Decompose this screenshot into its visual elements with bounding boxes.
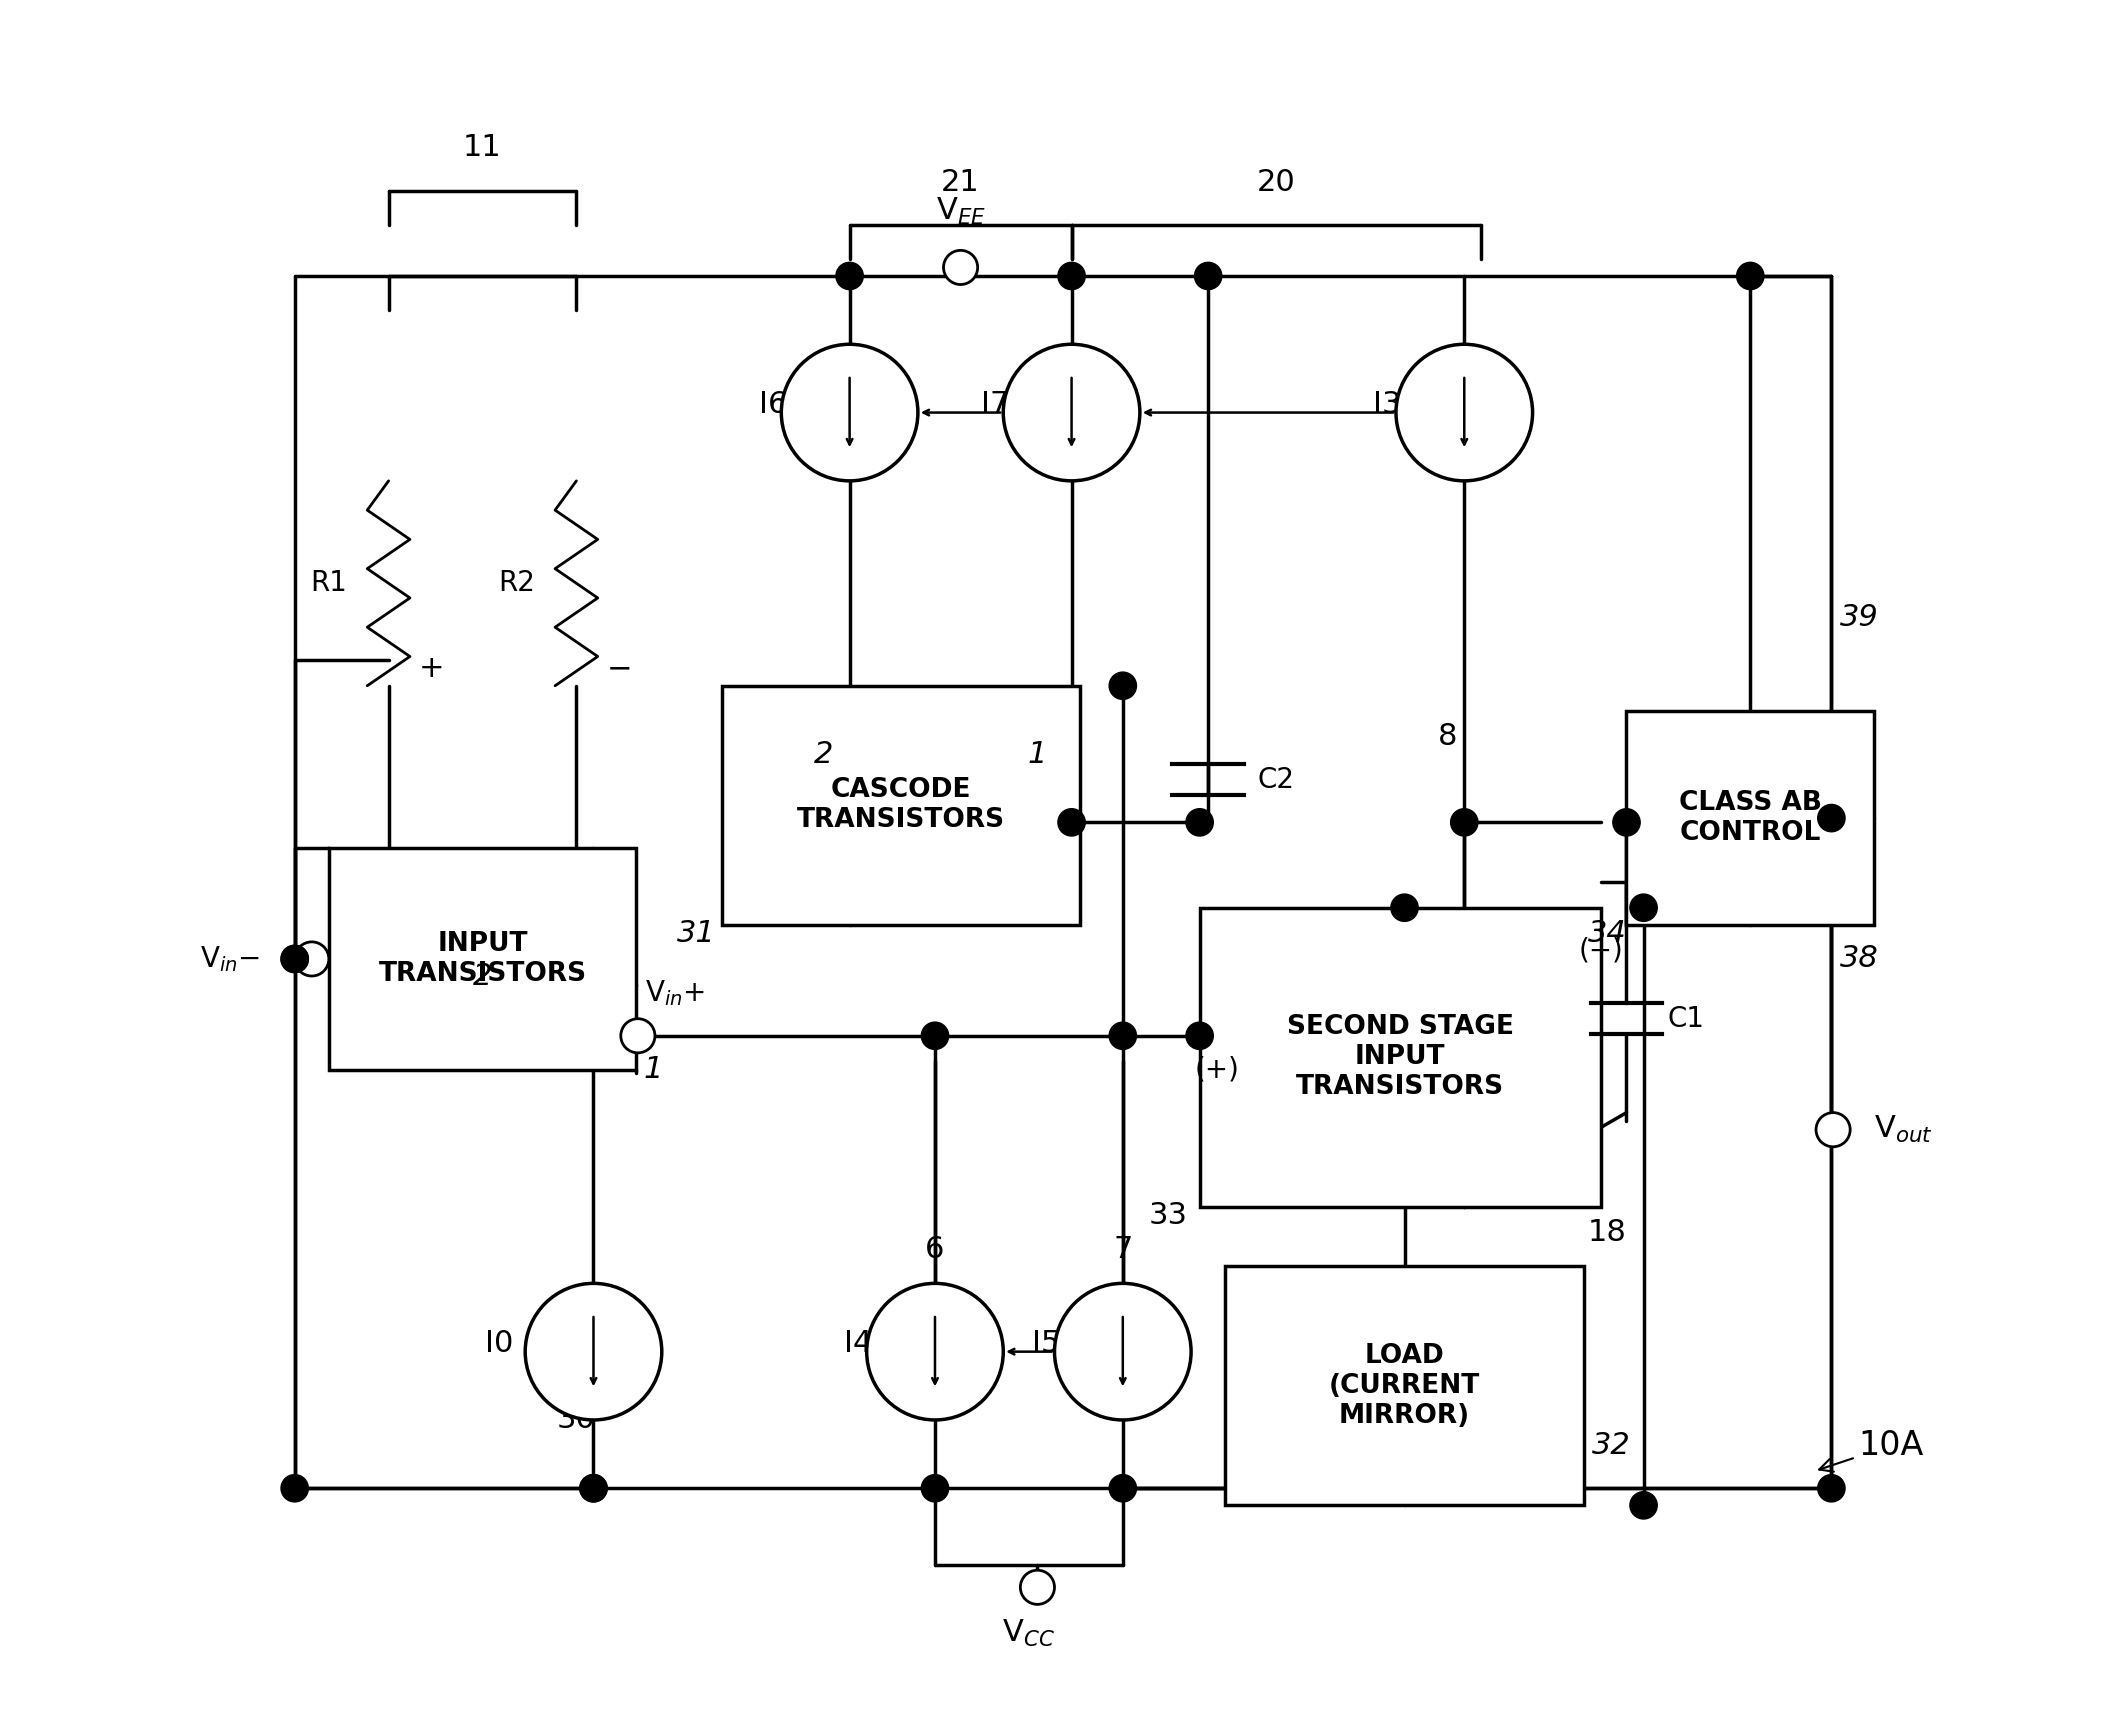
Text: 11: 11	[464, 134, 502, 163]
Circle shape	[1059, 262, 1086, 289]
Circle shape	[867, 1283, 1004, 1420]
Text: 39: 39	[1839, 603, 1879, 632]
Circle shape	[1194, 262, 1221, 289]
Text: I6: I6	[759, 389, 787, 418]
Circle shape	[1185, 1023, 1213, 1050]
Text: 30: 30	[557, 1405, 597, 1434]
Text: V$_{in}$−: V$_{in}$−	[200, 944, 262, 975]
Text: 38: 38	[1839, 944, 1879, 973]
Circle shape	[1736, 262, 1763, 289]
Text: 7: 7	[1114, 1235, 1133, 1264]
Text: −: −	[607, 654, 633, 683]
Circle shape	[1185, 809, 1213, 836]
Text: R1: R1	[310, 569, 348, 598]
Text: LOAD
(CURRENT
MIRROR): LOAD (CURRENT MIRROR)	[1329, 1343, 1481, 1429]
Text: +: +	[418, 654, 445, 683]
Text: V$_{in}$+: V$_{in}$+	[645, 978, 704, 1007]
Circle shape	[922, 1023, 949, 1050]
Circle shape	[280, 946, 308, 973]
Circle shape	[943, 250, 979, 284]
Text: C2: C2	[1257, 766, 1295, 793]
Circle shape	[1816, 1113, 1850, 1146]
Text: I3: I3	[1373, 389, 1402, 418]
Circle shape	[922, 1475, 949, 1502]
Text: 8: 8	[1438, 723, 1457, 752]
Circle shape	[1109, 1023, 1137, 1050]
Circle shape	[295, 942, 329, 976]
Circle shape	[1004, 344, 1139, 481]
Text: I0: I0	[485, 1329, 515, 1358]
Circle shape	[1396, 344, 1533, 481]
Text: (−): (−)	[1578, 937, 1624, 964]
Text: 33: 33	[1149, 1201, 1187, 1230]
Text: 31: 31	[677, 918, 715, 947]
Bar	[1200, 908, 1601, 1206]
Circle shape	[1818, 1475, 1845, 1502]
Text: I4: I4	[844, 1329, 873, 1358]
Circle shape	[620, 1019, 656, 1053]
Circle shape	[1630, 894, 1658, 922]
Bar	[329, 848, 637, 1071]
Text: R2: R2	[498, 569, 536, 598]
Bar	[1626, 711, 1875, 925]
Circle shape	[525, 1283, 662, 1420]
Circle shape	[780, 344, 917, 481]
Text: C1: C1	[1668, 1006, 1704, 1033]
Text: 6: 6	[926, 1235, 945, 1264]
Circle shape	[1390, 894, 1417, 922]
Circle shape	[1109, 1475, 1137, 1502]
Text: INPUT
TRANSISTORS: INPUT TRANSISTORS	[378, 930, 586, 987]
Text: (+): (+)	[1194, 1055, 1240, 1084]
Circle shape	[1451, 809, 1478, 836]
Circle shape	[835, 262, 863, 289]
Circle shape	[280, 946, 308, 973]
Circle shape	[280, 1475, 308, 1502]
Bar	[721, 685, 1080, 925]
Circle shape	[1109, 671, 1137, 699]
Bar	[1225, 1266, 1584, 1506]
Text: V$_{CC}$: V$_{CC}$	[1002, 1617, 1054, 1650]
Text: 10A: 10A	[1820, 1429, 1923, 1471]
Circle shape	[1818, 805, 1845, 833]
Text: 20: 20	[1257, 168, 1295, 197]
Text: V$_{EE}$: V$_{EE}$	[936, 195, 985, 226]
Text: 21: 21	[941, 168, 981, 197]
Text: SECOND STAGE
INPUT
TRANSISTORS: SECOND STAGE INPUT TRANSISTORS	[1286, 1014, 1514, 1100]
Text: 2: 2	[472, 961, 491, 990]
Circle shape	[1059, 809, 1086, 836]
Text: 1: 1	[1027, 740, 1046, 769]
Text: 32: 32	[1592, 1430, 1630, 1459]
Text: V$_{out}$: V$_{out}$	[1875, 1113, 1932, 1146]
Text: 18: 18	[1588, 1218, 1626, 1247]
Circle shape	[1021, 1571, 1054, 1605]
Text: I7: I7	[981, 389, 1008, 418]
Circle shape	[580, 1475, 607, 1502]
Circle shape	[1613, 809, 1641, 836]
Circle shape	[580, 1475, 607, 1502]
Circle shape	[1630, 1492, 1658, 1519]
Text: CASCODE
TRANSISTORS: CASCODE TRANSISTORS	[797, 778, 1004, 833]
Text: I5: I5	[1031, 1329, 1061, 1358]
Text: 2: 2	[814, 740, 833, 769]
Text: 34: 34	[1588, 918, 1626, 947]
Circle shape	[1054, 1283, 1192, 1420]
Text: CLASS AB
CONTROL: CLASS AB CONTROL	[1679, 790, 1822, 846]
Text: 1: 1	[643, 1055, 662, 1084]
